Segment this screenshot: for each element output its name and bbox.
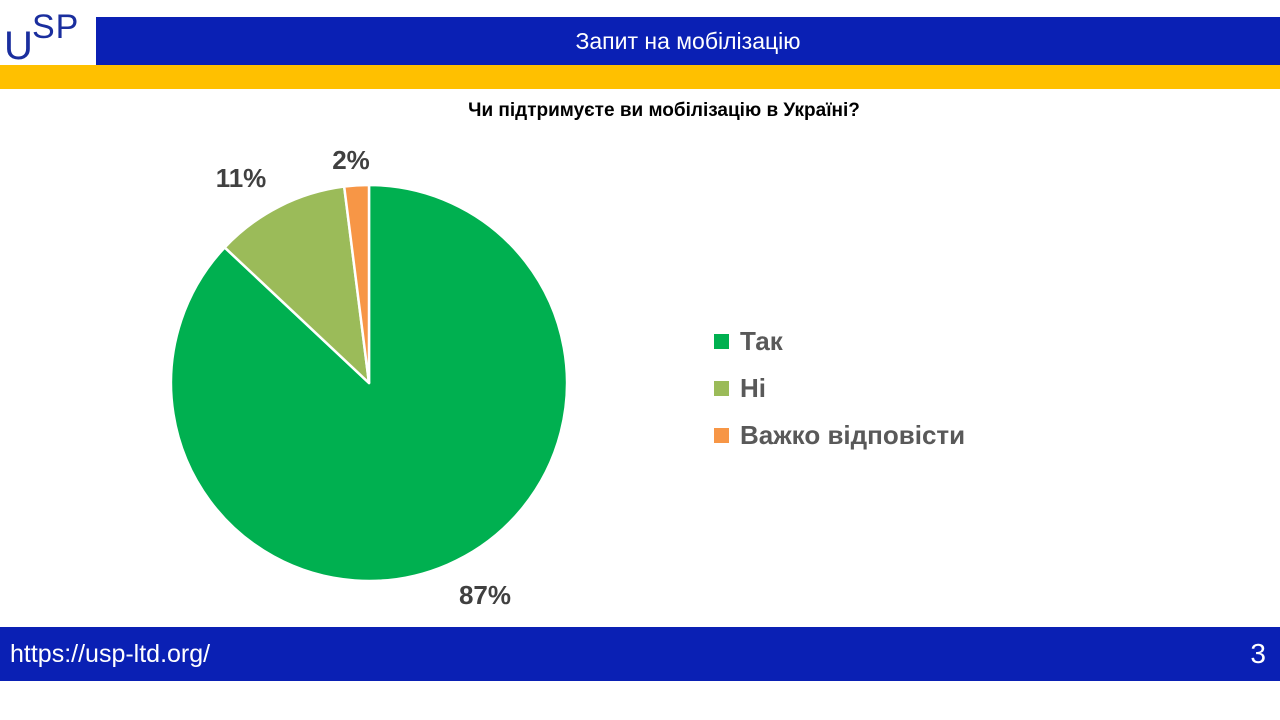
pie-data-label-1: 87% <box>459 580 511 610</box>
pie-data-label-2: 11% <box>216 163 267 193</box>
legend-label-3: Важко відповісти <box>740 420 966 450</box>
legend-item-2: Ні <box>714 365 965 412</box>
pie-slice-2 <box>223 185 371 385</box>
usp-logo: U SP <box>0 0 96 66</box>
legend-label-2: Ні <box>740 373 766 403</box>
legend-item-3: Важко відповісти <box>714 412 965 459</box>
footer-bar: https://usp-ltd.org/ 3 <box>0 627 1280 681</box>
pie-data-label-3: 2% <box>332 145 370 175</box>
chart-title: Чи підтримуєте ви мобілізацію в Україні? <box>468 100 860 121</box>
logo-letters-sp: SP <box>32 8 80 46</box>
legend-item-1: Так <box>714 318 965 365</box>
header-title: Запит на мобілізацію <box>575 27 801 54</box>
footer-url-link[interactable]: https://usp-ltd.org/ <box>10 639 211 668</box>
logo-letter-u: U <box>4 24 33 68</box>
legend-swatch-1 <box>714 334 729 349</box>
legend-label-1: Так <box>740 326 783 356</box>
header-accent-stripe <box>0 65 1280 89</box>
page-number: 3 <box>1250 638 1266 669</box>
legend-swatch-3 <box>714 428 729 443</box>
pie-slice-1 <box>169 183 569 583</box>
legend-swatch-2 <box>714 381 729 396</box>
pie-slice-3 <box>342 183 371 385</box>
chart-legend: Так Ні Важко відповісти <box>714 318 965 459</box>
header-bar: Запит на мобілізацію <box>96 17 1280 65</box>
